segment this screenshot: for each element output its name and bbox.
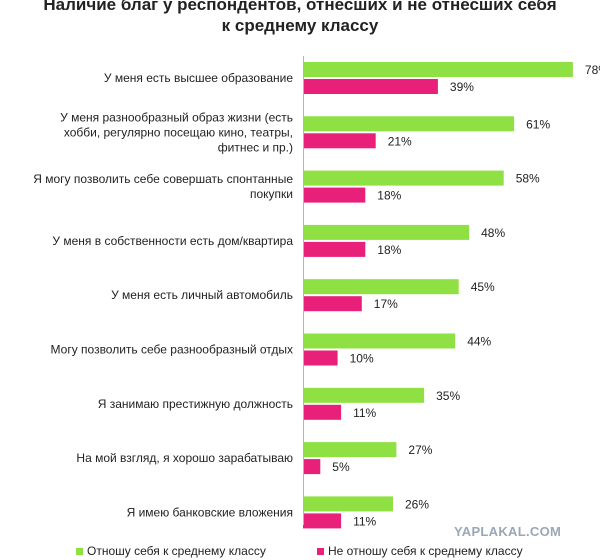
bar-in-middle-class: [303, 224, 470, 240]
bar-in-middle-class: [303, 496, 393, 512]
bar-not-in-middle-class: [303, 296, 362, 312]
category-label-line: У меня в собственности есть дом/квартира: [52, 234, 293, 248]
bar-not-in-middle-class: [303, 513, 342, 529]
bar-in-middle-class: [303, 333, 456, 349]
legend-item-not-in-middle-class: Не отношу себя к среднему классу: [317, 544, 523, 558]
legend: Отношу себя к среднему классу Не отношу …: [0, 544, 600, 560]
value-label-in-middle-class: 45%: [471, 280, 495, 294]
category-label-line: У меня есть личный автомобиль: [111, 288, 293, 302]
category-label-line: Я имею банковские вложения: [127, 505, 293, 519]
category-label: У меня разнообразный образ жизни (есть хо…: [60, 110, 293, 154]
category-label-line: На мой взгляд, я хорошо зарабатываю: [76, 451, 293, 465]
category-label-line: Я могу позволить себе совершать спонтанн…: [33, 172, 293, 186]
value-label-not-in-middle-class: 10%: [350, 352, 374, 366]
legend-swatch-green: [76, 547, 83, 555]
value-label-in-middle-class: 61%: [526, 117, 550, 131]
value-label-not-in-middle-class: 5%: [332, 460, 350, 474]
category-label: Я могу позволить себе совершать спонтанн…: [33, 172, 293, 201]
legend-label-in-middle-class: Отношу себя к среднему классу: [87, 544, 266, 558]
bar-not-in-middle-class: [303, 404, 342, 420]
bar-not-in-middle-class: [303, 459, 321, 475]
value-label-not-in-middle-class: 39%: [450, 80, 474, 94]
bar-not-in-middle-class: [303, 133, 376, 149]
legend-swatch-pink: [317, 547, 324, 555]
bar-not-in-middle-class: [303, 350, 338, 366]
category-label: На мой взгляд, я хорошо зарабатываю: [76, 451, 293, 465]
value-label-in-middle-class: 78%: [585, 63, 600, 77]
category-label-line: У меня есть высшее образование: [104, 71, 293, 85]
bar-in-middle-class: [303, 116, 515, 132]
value-label-in-middle-class: 35%: [436, 389, 460, 403]
category-label-line: фитнес и пр.): [218, 140, 293, 154]
category-label: У меня в собственности есть дом/квартира: [52, 234, 293, 248]
category-label-line: Я занимаю престижную должность: [98, 397, 293, 411]
value-label-not-in-middle-class: 11%: [353, 406, 376, 420]
chart-title: Наличие благ у респондентов, отнесших и …: [0, 0, 600, 36]
category-label: Могу позволить себе разнообразный отдых: [51, 343, 293, 357]
watermark: YAPLAKAL.COM: [454, 524, 562, 539]
category-label: Я занимаю престижную должность: [98, 397, 293, 411]
value-label-in-middle-class: 48%: [481, 226, 505, 240]
value-label-not-in-middle-class: 18%: [377, 243, 401, 257]
value-label-in-middle-class: 58%: [516, 172, 540, 186]
category-label: Я имею банковские вложения: [127, 505, 293, 519]
category-label-line: У меня разнообразный образ жизни (есть: [60, 110, 293, 124]
legend-label-not-in-middle-class: Не отношу себя к среднему классу: [328, 544, 523, 558]
bar-in-middle-class: [303, 442, 397, 458]
chart-title-line-2: к среднему классу: [221, 16, 379, 35]
value-label-in-middle-class: 44%: [467, 335, 491, 349]
bar-in-middle-class: [303, 62, 573, 77]
category-label: У меня есть высшее образование: [104, 71, 293, 85]
category-label-line: Могу позволить себе разнообразный отдых: [51, 343, 293, 357]
value-label-not-in-middle-class: 11%: [353, 514, 376, 528]
bar-not-in-middle-class: [303, 187, 366, 203]
bar-in-middle-class: [303, 387, 425, 403]
bar-not-in-middle-class: [303, 241, 366, 257]
legend-item-in-middle-class: Отношу себя к среднему классу: [76, 544, 266, 558]
value-label-in-middle-class: 27%: [408, 443, 432, 457]
value-label-not-in-middle-class: 21%: [388, 134, 412, 148]
category-label: У меня есть личный автомобиль: [111, 288, 293, 302]
bar-in-middle-class: [303, 279, 459, 295]
bar-not-in-middle-class: [303, 79, 438, 94]
chart-title-line-1: Наличие благ у респондентов, отнесших и …: [43, 0, 557, 14]
value-label-not-in-middle-class: 17%: [374, 297, 398, 311]
value-label-not-in-middle-class: 18%: [377, 189, 401, 203]
category-label-line: покупки: [250, 187, 293, 201]
category-label-line: хобби, регулярно посещаю кино, театры,: [64, 125, 293, 139]
bar-in-middle-class: [303, 170, 504, 186]
value-label-in-middle-class: 26%: [405, 497, 429, 511]
